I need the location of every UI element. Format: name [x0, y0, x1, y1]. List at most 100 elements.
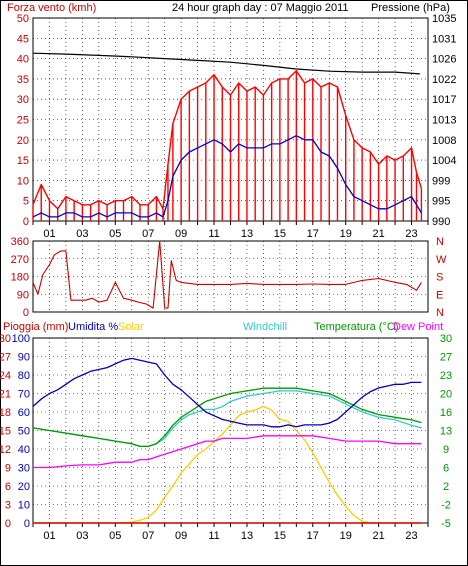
temp-ytick-23: 23 [440, 370, 452, 382]
wind-ytick-0: 0 [23, 216, 29, 228]
wind-axis-title: Forza vento (kmh) [7, 2, 96, 14]
rain-ytick-24: 24 [0, 370, 11, 382]
pressure-ytick-999: 999 [432, 175, 450, 187]
legend-dewpoint: Dew Point [393, 321, 443, 333]
rain-ytick-9: 9 [5, 463, 11, 475]
pressure-ytick-1008: 1008 [432, 135, 456, 147]
wind-ytick-45: 45 [17, 33, 29, 45]
pressure-ytick-990: 990 [432, 216, 450, 228]
pressure-ytick-1035: 1035 [432, 13, 456, 25]
temp-ytick--2: -2 [441, 500, 451, 512]
pressure-ytick-995: 995 [432, 196, 450, 208]
wind-panel-xlabel-11: 11 [208, 228, 219, 240]
direction-label-0: N [436, 236, 444, 248]
humidity-ytick-60: 60 [18, 407, 30, 419]
wind-ytick-10: 10 [17, 175, 29, 187]
temp-ytick-27: 27 [440, 352, 452, 364]
graph-title: 24 hour graph day : 07 Maggio 2011 [172, 2, 349, 14]
average-wind-line [32, 135, 422, 218]
direction-ytick-0: 0 [23, 307, 29, 319]
temp-ytick-16: 16 [440, 407, 452, 419]
humidity-ytick-100: 100 [12, 333, 30, 345]
temp-ytick-2: 2 [443, 481, 449, 493]
direction-ytick-360: 360 [11, 236, 29, 248]
climate-panel-xlabel-01: 01 [43, 530, 55, 542]
legend-temperature: Temperatura (°C) [314, 321, 398, 333]
rain-ytick-15: 15 [0, 426, 11, 438]
direction-panel [32, 240, 429, 313]
temp-ytick-20: 20 [440, 389, 452, 401]
wind-panel-xlabel-21: 21 [373, 228, 385, 240]
humidity-ytick-50: 50 [18, 426, 30, 438]
rain-ytick-21: 21 [0, 389, 11, 401]
wind-ytick-30: 30 [17, 94, 29, 106]
wind-ytick-5: 5 [23, 196, 29, 208]
wind-panel-xlabel-07: 07 [142, 228, 154, 240]
wind-panel-xlabel-13: 13 [241, 228, 253, 240]
plot-panels: 0510152025303540455099099599910041008101… [0, 13, 456, 542]
climate-panel-xlabel-19: 19 [340, 530, 352, 542]
climate-panel-xlabel-17: 17 [307, 530, 319, 542]
humidity-ytick-0: 0 [24, 518, 30, 530]
pressure-line [32, 52, 420, 75]
direction-label-2: S [436, 272, 443, 284]
wind-panel-xlabel-23: 23 [405, 228, 417, 240]
climate-panel-xlabel-13: 13 [241, 530, 253, 542]
wind-panel-xlabel-19: 19 [340, 228, 352, 240]
legend-rain: Pioggia (mm) [3, 321, 68, 333]
legend-windchill: Windchill [243, 321, 287, 333]
rain-ytick-0: 0 [5, 518, 11, 530]
pressure-axis-title: Pressione (hPa) [371, 2, 450, 14]
pressure-ytick-1022: 1022 [432, 74, 456, 86]
climate-panel-xlabel-09: 09 [175, 530, 187, 542]
solar-line [33, 405, 422, 524]
rain-ytick-27: 27 [0, 352, 11, 364]
humidity-ytick-40: 40 [18, 444, 30, 456]
rain-ytick-6: 6 [5, 481, 11, 493]
wind-ytick-25: 25 [17, 115, 29, 127]
rain-ytick-3: 3 [5, 500, 11, 512]
wind-panel-xlabel-15: 15 [274, 228, 286, 240]
climate-panel-xlabel-23: 23 [405, 530, 417, 542]
wind-panel-xlabel-17: 17 [307, 228, 319, 240]
humidity-ytick-20: 20 [18, 481, 30, 493]
direction-ytick-90: 90 [17, 289, 29, 301]
climate-panel-xlabel-11: 11 [208, 530, 219, 542]
pressure-ytick-1031: 1031 [432, 33, 456, 45]
wind-ytick-40: 40 [17, 54, 29, 66]
direction-ytick-180: 180 [11, 272, 29, 284]
climate-panel-xlabel-05: 05 [109, 530, 121, 542]
rain-ytick-18: 18 [0, 407, 11, 419]
wind-panel-xlabel-09: 09 [175, 228, 187, 240]
legend-solar: Solar [118, 321, 144, 333]
pressure-ytick-1004: 1004 [432, 155, 456, 167]
humidity-ytick-80: 80 [18, 370, 30, 382]
dewpoint-line [33, 435, 422, 469]
legend-humidity: Umidita % [68, 321, 118, 333]
rain-ytick-12: 12 [0, 444, 11, 456]
humidity-ytick-70: 70 [18, 389, 30, 401]
climate-panel-xlabel-21: 21 [373, 530, 385, 542]
temp-ytick-6: 6 [443, 463, 449, 475]
wind-panel-xlabel-03: 03 [76, 228, 88, 240]
wind-panel-xlabel-05: 05 [109, 228, 121, 240]
pressure-ytick-1026: 1026 [432, 54, 456, 66]
temp-ytick-13: 13 [440, 426, 452, 438]
gust-line [32, 70, 423, 210]
wind-ytick-15: 15 [17, 155, 29, 167]
humidity-line [32, 357, 422, 428]
direction-label-3: E [436, 289, 443, 301]
humidity-ytick-10: 10 [18, 500, 30, 512]
direction-line [32, 240, 422, 309]
climate-panel-xlabel-03: 03 [76, 530, 88, 542]
humidity-ytick-30: 30 [18, 463, 30, 475]
wind-ytick-20: 20 [17, 135, 29, 147]
rain-ytick-30: 30 [0, 333, 11, 345]
direction-label-1: W [436, 254, 447, 266]
temperature-line [32, 387, 422, 448]
pressure-ytick-1017: 1017 [432, 94, 456, 106]
direction-ytick-270: 270 [11, 254, 29, 266]
wind-panel-xlabel-01: 01 [43, 228, 55, 240]
